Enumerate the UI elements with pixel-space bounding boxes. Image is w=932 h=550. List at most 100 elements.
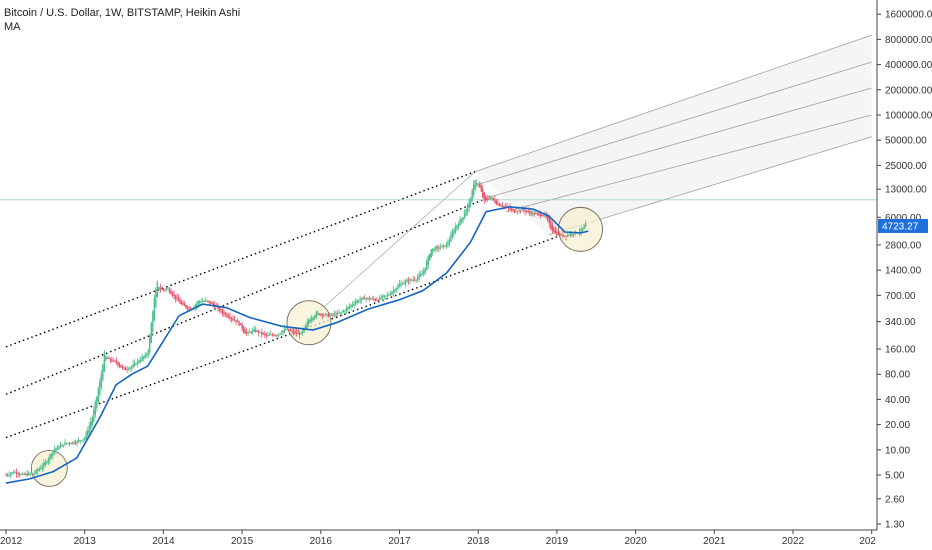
- candle-up: [96, 396, 98, 409]
- fan-line: [474, 34, 872, 173]
- candle-up: [388, 294, 390, 296]
- y-tick-label: 25000.00: [885, 161, 927, 172]
- candle-up: [304, 324, 307, 330]
- candle-up: [203, 300, 205, 302]
- candle-up: [419, 273, 422, 277]
- candle-down: [513, 209, 516, 213]
- x-tick-label: 202: [859, 536, 876, 547]
- candle-up: [307, 320, 310, 325]
- y-tick-label: 1.30: [885, 520, 905, 531]
- candle-down: [541, 214, 543, 217]
- candle-up: [584, 223, 587, 228]
- candle-down: [106, 358, 109, 360]
- candle-down: [209, 301, 212, 305]
- candle-up: [133, 362, 136, 366]
- candle-down: [482, 188, 484, 198]
- candle-up: [132, 363, 134, 368]
- candle-down: [15, 472, 18, 475]
- chart-legend: Bitcoin / U.S. Dollar, 1W, BITSTAMP, Hei…: [4, 6, 240, 34]
- candle-up: [451, 231, 454, 238]
- candle-up: [64, 442, 66, 446]
- candle-down: [271, 334, 274, 336]
- candle-down: [477, 183, 479, 185]
- candle-down: [512, 209, 514, 211]
- candle-down: [221, 309, 224, 314]
- candle-down: [492, 197, 495, 200]
- candle-up: [199, 301, 201, 303]
- candle-down: [186, 306, 189, 310]
- candle-up: [152, 311, 154, 332]
- candle-down: [553, 227, 555, 233]
- x-tick-label: 2013: [74, 536, 97, 547]
- candle-up: [195, 303, 198, 307]
- candle-up: [251, 329, 254, 333]
- candle-down: [226, 313, 228, 317]
- candle-up: [475, 182, 478, 185]
- candle-down: [211, 302, 213, 304]
- candle-down: [235, 319, 237, 323]
- candle-down: [335, 314, 337, 316]
- candle-up: [280, 332, 283, 335]
- fan-line: [489, 87, 872, 198]
- candle-up: [521, 208, 523, 211]
- candle-up: [143, 356, 145, 359]
- candle-up: [535, 213, 537, 215]
- candle-up: [345, 307, 348, 312]
- candle-down: [233, 319, 236, 321]
- candle-down: [444, 245, 446, 247]
- y-tick-label: 400000.00: [885, 60, 932, 71]
- candle-up: [462, 216, 464, 221]
- candle-down: [236, 321, 239, 323]
- candle-up: [130, 366, 133, 369]
- candle-up: [41, 466, 44, 469]
- candle-down: [318, 313, 320, 315]
- candle-down: [556, 231, 558, 237]
- candle-down: [528, 211, 531, 213]
- candle-up: [389, 293, 392, 296]
- candle-down: [273, 334, 275, 336]
- candle-up: [153, 298, 156, 321]
- candle-up: [421, 273, 423, 276]
- candle-up: [205, 300, 207, 302]
- candle-up: [91, 417, 93, 426]
- channel-lines: [0, 34, 877, 487]
- candle-up: [491, 197, 493, 199]
- candle-up: [200, 301, 202, 303]
- candle-up: [360, 297, 363, 301]
- candle-up: [426, 261, 428, 271]
- candle-up: [329, 315, 331, 317]
- candle-down: [217, 306, 219, 308]
- candle-up: [270, 334, 272, 336]
- candle-down: [244, 329, 246, 335]
- candle-down: [504, 206, 507, 208]
- candle-down: [179, 299, 181, 304]
- candle-up: [560, 234, 563, 236]
- candle-up: [155, 288, 157, 308]
- candle-up: [28, 473, 30, 475]
- candle-up: [336, 312, 339, 315]
- candle-up: [259, 331, 261, 333]
- candle-down: [323, 314, 325, 316]
- candle-up: [581, 227, 584, 231]
- candle-down: [170, 290, 172, 295]
- candle-down: [115, 360, 118, 364]
- candle-up: [341, 311, 343, 313]
- candle-up: [248, 331, 251, 333]
- candle-down: [294, 332, 296, 334]
- candle-up: [456, 224, 458, 230]
- candle-up: [383, 295, 386, 297]
- candle-up: [315, 312, 317, 318]
- candle-down: [261, 331, 263, 335]
- candle-up: [471, 189, 473, 202]
- candle-up: [8, 474, 10, 476]
- candle-up: [24, 473, 27, 475]
- candle-down: [551, 224, 554, 231]
- y-tick-label: 20.00: [885, 420, 910, 431]
- candle-down: [522, 209, 525, 211]
- candle-up: [9, 473, 12, 476]
- candle-down: [295, 332, 298, 334]
- candle-up: [436, 246, 439, 249]
- candle-down: [189, 308, 192, 311]
